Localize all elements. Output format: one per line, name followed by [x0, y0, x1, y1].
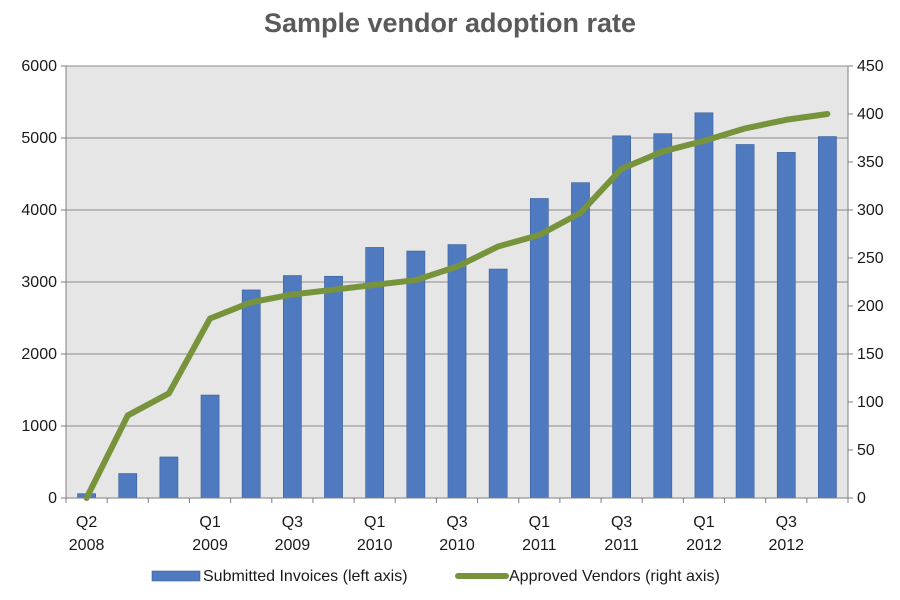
right-axis-tick-label: 350: [857, 154, 884, 171]
right-axis-tick-label: 450: [857, 58, 884, 75]
x-axis-tick-label: Q1: [693, 514, 714, 531]
x-axis-tick-label: 2009: [192, 537, 228, 554]
bar-submitted-invoices: [571, 182, 590, 499]
x-axis-tick-label: 2009: [275, 537, 311, 554]
bar-submitted-invoices: [488, 268, 508, 499]
left-axis-tick-label: 1000: [21, 418, 57, 435]
x-axis-tick-label: 2008: [69, 537, 105, 554]
x-axis-tick-label: 2011: [522, 537, 557, 554]
x-axis-tick-label: Q1: [529, 514, 550, 531]
x-axis-tick-label: Q2: [76, 514, 97, 531]
right-axis-tick-label: 400: [857, 106, 884, 123]
bar-submitted-invoices: [118, 473, 138, 499]
left-axis-tick-label: 0: [48, 490, 57, 507]
left-axis-tick-label: 3000: [21, 274, 57, 291]
right-axis-tick-label: 300: [857, 202, 884, 219]
x-axis-tick-label: 2010: [357, 537, 393, 554]
right-axis-tick-label: 0: [857, 490, 866, 507]
right-axis-tick-label: 100: [857, 394, 884, 411]
right-axis-tick-label: 250: [857, 250, 884, 267]
left-axis-tick-label: 4000: [21, 202, 57, 219]
legend-label-approved-vendors: Approved Vendors (right axis): [509, 568, 720, 585]
legend-label-submitted-invoices: Submitted Invoices (left axis): [203, 568, 408, 585]
left-axis-tick-label: 5000: [21, 130, 57, 147]
right-axis-tick-label: 200: [857, 298, 884, 315]
bar-submitted-invoices: [776, 152, 796, 499]
x-axis-tick-label: Q3: [776, 514, 797, 531]
left-axis-tick-label: 2000: [21, 346, 57, 363]
bar-submitted-invoices: [324, 275, 343, 499]
legend-swatch-submitted-invoices: [151, 570, 201, 582]
right-axis-tick-label: 50: [857, 442, 875, 459]
bar-submitted-invoices: [818, 136, 837, 499]
bar-submitted-invoices: [241, 289, 261, 499]
x-axis-tick-label: 2012: [686, 537, 722, 554]
x-axis-tick-label: Q1: [364, 514, 385, 531]
bar-submitted-invoices: [406, 250, 426, 499]
right-axis-tick-label: 150: [857, 346, 884, 363]
bar-submitted-invoices: [612, 135, 631, 499]
bar-submitted-invoices: [200, 394, 220, 499]
x-axis-tick-label: 2010: [439, 537, 475, 554]
left-axis-tick-label: 6000: [21, 58, 57, 75]
bar-submitted-invoices: [694, 112, 714, 499]
bar-submitted-invoices: [529, 198, 549, 499]
bar-submitted-invoices: [447, 244, 467, 499]
x-axis-tick-label: Q1: [199, 514, 220, 531]
bar-submitted-invoices: [159, 456, 179, 499]
x-axis-tick-label: 2011: [604, 537, 639, 554]
bar-submitted-invoices: [735, 144, 755, 499]
x-axis-tick-label: 2012: [768, 537, 804, 554]
bar-submitted-invoices: [283, 275, 302, 499]
x-axis-tick-label: Q3: [446, 514, 467, 531]
line-approved-vendors: [83, 111, 831, 501]
chart-title: Sample vendor adoption rate: [263, 8, 637, 38]
bar-submitted-invoices: [653, 133, 673, 499]
x-axis-tick-label: Q3: [611, 514, 632, 531]
x-axis-tick-label: Q3: [282, 514, 303, 531]
